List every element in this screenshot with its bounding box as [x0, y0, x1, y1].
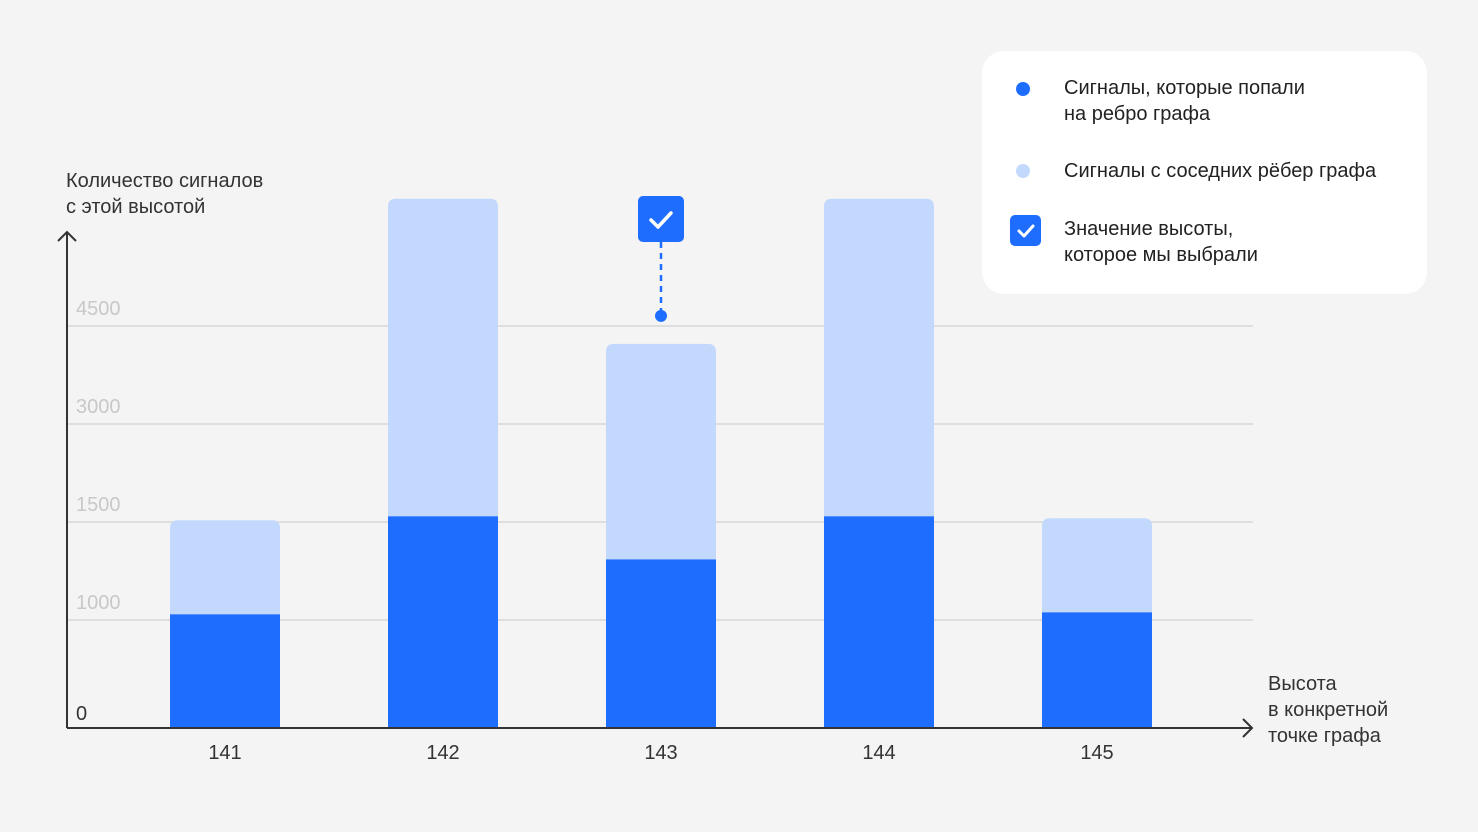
x-tick-label: 145: [1080, 742, 1113, 764]
check-icon: [1010, 215, 1041, 246]
y-tick-label: 4500: [76, 298, 121, 320]
legend: Сигналы, которые попали на ребро графа С…: [982, 51, 1427, 294]
x-tick-label: 144: [862, 742, 895, 764]
bar-segment-neighbor: [170, 520, 280, 615]
x-axis-label: Высота в конкретной точке графа: [1268, 673, 1389, 747]
dot-icon: [1016, 82, 1030, 96]
x-tick-label: 141: [208, 742, 241, 764]
legend-label: Сигналы с соседних рёбер графа: [1064, 160, 1377, 182]
y-axis-label: Количество сигналов с этой высотой: [66, 170, 264, 218]
x-axis-arrow: [1242, 718, 1254, 738]
y-tick-label: 3000: [76, 396, 121, 418]
x-tick-label: 142: [426, 742, 459, 764]
bar-segment-neighbor: [388, 198, 498, 517]
y-tick-label: 0: [76, 703, 87, 725]
check-icon: [649, 211, 673, 229]
legend-label: Сигналы, которые попали на ребро графа: [1064, 77, 1305, 125]
bar-segment-direct: [824, 516, 934, 728]
selected-marker: [638, 196, 684, 242]
x-tick-label: 143: [644, 742, 677, 764]
bar-segment-direct: [1042, 612, 1152, 728]
bar-segment-direct: [170, 614, 280, 728]
bar-segment-direct: [606, 559, 716, 728]
legend-label: Значение высоты, которое мы выбрали: [1064, 218, 1258, 266]
selection-pin: [655, 309, 667, 322]
y-axis-arrow: [57, 230, 77, 242]
bar-segment-neighbor: [824, 198, 934, 517]
bar-segment-direct: [388, 516, 498, 728]
y-tick-label: 1000: [76, 592, 121, 614]
dot-icon: [1016, 164, 1030, 178]
bar-segment-neighbor: [606, 343, 716, 560]
y-tick-label: 1500: [76, 494, 121, 516]
bar-segment-neighbor: [1042, 518, 1152, 613]
